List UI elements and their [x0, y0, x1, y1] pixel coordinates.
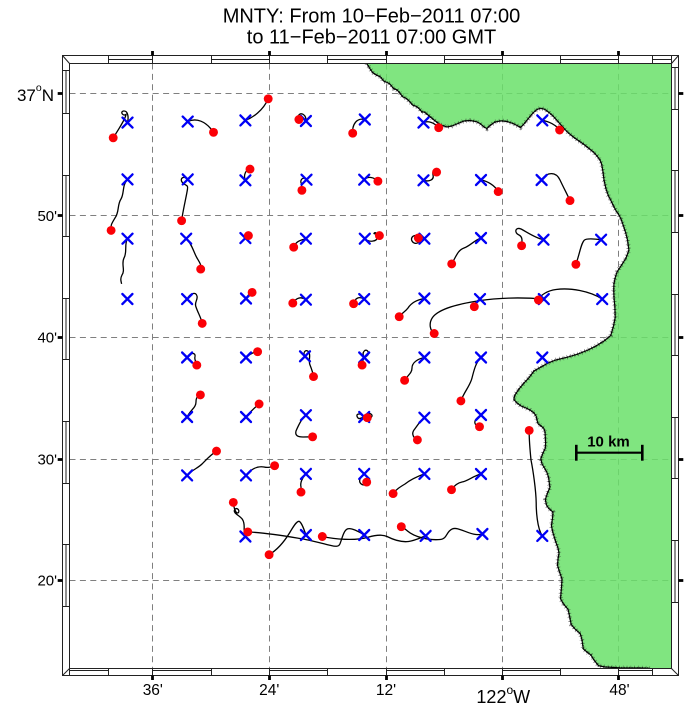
- svg-text:30': 30': [37, 451, 57, 468]
- svg-text:50': 50': [37, 208, 57, 225]
- svg-text:20': 20': [37, 573, 57, 590]
- svg-text:12': 12': [376, 682, 396, 699]
- svg-text:40': 40': [37, 330, 57, 347]
- svg-text:36': 36': [143, 682, 163, 699]
- svg-text:10 km: 10 km: [587, 434, 630, 451]
- svg-text:to 11−Feb−2011 07:00 GMT: to 11−Feb−2011 07:00 GMT: [247, 27, 496, 49]
- svg-text:122oW: 122oW: [476, 683, 530, 707]
- svg-text:37oN: 37oN: [17, 82, 54, 105]
- svg-text:24': 24': [259, 682, 279, 699]
- svg-text:MNTY: From 10−Feb−2011 07:00: MNTY: From 10−Feb−2011 07:00: [223, 6, 521, 28]
- svg-text:48': 48': [609, 682, 629, 699]
